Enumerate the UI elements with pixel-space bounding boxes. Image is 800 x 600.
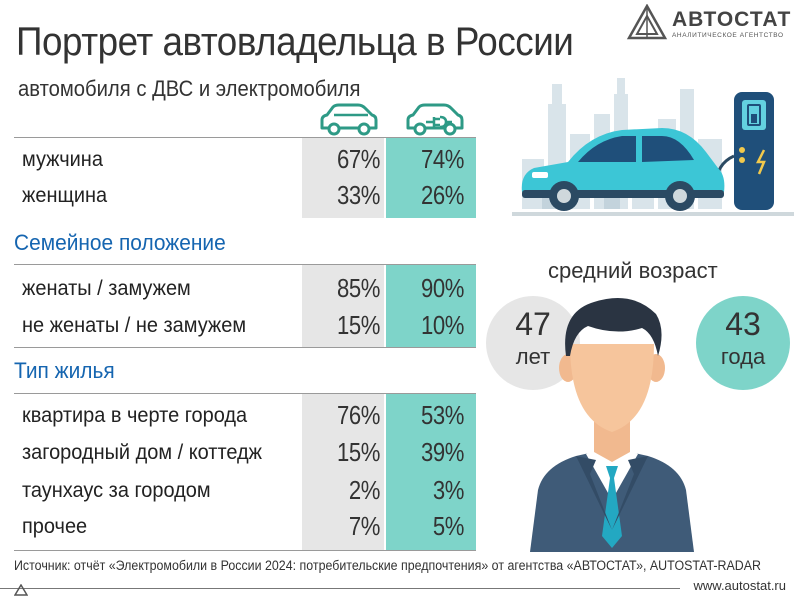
ice-value: 15%: [314, 437, 380, 468]
ev-value: 26%: [398, 180, 464, 211]
autostat-logo: АВТОСТАТ АНАЛИТИЧЕСКОЕ АГЕНТСТВО: [626, 4, 796, 42]
ev-value: 39%: [398, 437, 464, 468]
ice-value: 33%: [314, 180, 380, 211]
ice-value: 15%: [314, 310, 380, 341]
site-link[interactable]: www.autostat.ru: [694, 578, 787, 593]
logo-tagline: АНАЛИТИЧЕСКОЕ АГЕНТСТВО: [672, 32, 784, 39]
row-label: прочее: [22, 515, 87, 539]
age-title: средний возраст: [548, 258, 718, 284]
ice-value: 85%: [314, 273, 380, 304]
row-label: таунхаус за городом: [22, 479, 211, 503]
ev-value: 3%: [398, 475, 464, 506]
row-label: женаты / замужем: [22, 277, 191, 301]
ev-age-value: 43: [696, 308, 790, 340]
ice-value: 7%: [314, 511, 380, 542]
section-title-housing: Тип жилья: [14, 358, 115, 384]
ev-value: 90%: [398, 273, 464, 304]
man-avatar: [524, 290, 700, 552]
car-icon: [318, 102, 380, 138]
ev-value: 10%: [398, 310, 464, 341]
page-subtitle: автомобиля с ДВС и электромобиля: [18, 76, 360, 102]
ev-value: 53%: [398, 400, 464, 431]
divider: [14, 264, 476, 265]
divider: [14, 393, 476, 394]
ice-value: 2%: [314, 475, 380, 506]
logo-emblem-icon: [626, 4, 668, 42]
ev-value: 74%: [398, 144, 464, 175]
logo-name: АВТОСТАТ: [672, 8, 791, 32]
page-title: Портрет автовладельца в России: [16, 22, 573, 62]
ev-charging-illustration: [512, 64, 794, 224]
ev-age-bubble: 43 года: [696, 296, 790, 390]
row-label: не женаты / не замужем: [22, 314, 246, 338]
divider: [14, 347, 476, 348]
section-title-family: Семейное положение: [14, 230, 226, 256]
row-label: женщина: [22, 184, 107, 208]
divider: [14, 550, 476, 551]
ev-age-unit: года: [696, 344, 790, 370]
ice-value: 76%: [314, 400, 380, 431]
source-note: Источник: отчёт «Электромобили в России …: [14, 558, 761, 573]
row-label: мужчина: [22, 148, 103, 172]
ice-value: 67%: [314, 144, 380, 175]
ev-value: 5%: [398, 511, 464, 542]
row-label: квартира в черте города: [22, 404, 247, 428]
footer-divider: [0, 588, 680, 589]
row-label: загородный дом / коттедж: [22, 441, 262, 465]
divider: [14, 137, 476, 138]
logo-small-icon: [14, 584, 28, 596]
plug-car-icon: [404, 102, 466, 138]
